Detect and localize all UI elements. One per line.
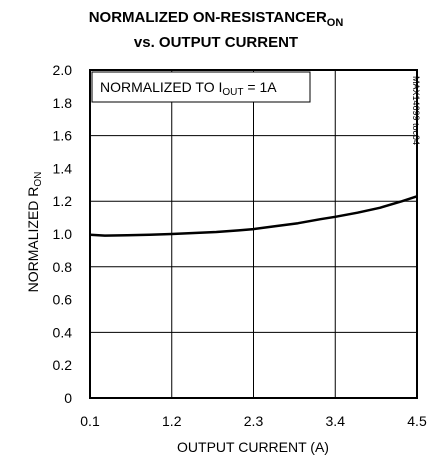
x-axis-label: OUTPUT CURRENT (A) xyxy=(177,439,329,455)
y-tick-labels: 0 0.2 0.4 0.6 0.8 1.0 1.2 1.4 1.6 1.8 2.0 xyxy=(53,62,73,406)
y-tick-label: 1.8 xyxy=(53,95,73,111)
y-tick-label: 1.2 xyxy=(53,193,73,209)
x-tick-label: 1.2 xyxy=(162,413,182,429)
chart-title-line1: NORMALIZED ON-RESISTANCERON xyxy=(89,9,344,29)
y-tick-label: 1.4 xyxy=(53,160,73,176)
x-tick-label: 3.4 xyxy=(326,413,346,429)
x-tick-label: 2.3 xyxy=(244,413,264,429)
annotation-box xyxy=(91,71,311,103)
series-layer xyxy=(89,195,418,237)
x-tick-label: 4.5 xyxy=(407,413,427,429)
chart-title-line2: vs. OUTPUT CURRENT xyxy=(134,34,298,51)
y-tick-label: 0.6 xyxy=(53,292,73,308)
y-tick-label: 1.0 xyxy=(53,226,73,242)
x-tick-label: 0.1 xyxy=(80,413,100,429)
figure-id: MAX14699 toc04 xyxy=(411,76,421,145)
y-tick-label: 0.8 xyxy=(53,259,73,275)
y-tick-label: 0.4 xyxy=(53,324,73,340)
plot-frame xyxy=(89,69,418,399)
x-tick-labels: 0.1 1.2 2.3 3.4 4.5 xyxy=(80,413,427,429)
series-line xyxy=(89,195,418,237)
y-tick-label: 1.6 xyxy=(53,128,73,144)
y-tick-label: 0.2 xyxy=(53,357,73,373)
y-tick-label: 0 xyxy=(64,390,72,406)
y-axis-label: NORMALIZED RON xyxy=(25,172,44,293)
annotation-text: NORMALIZED TO IOUT = 1A xyxy=(100,79,277,98)
y-tick-label: 2.0 xyxy=(53,62,73,78)
